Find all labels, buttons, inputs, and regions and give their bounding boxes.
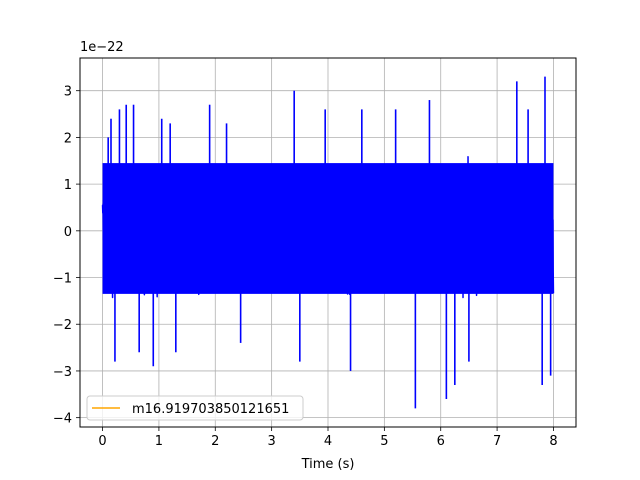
y-tick-label: −1 <box>53 272 72 287</box>
x-axis-ticks: 0 1 2 3 4 5 6 7 8 <box>98 427 558 449</box>
y-axis-ticks: −4 −3 −2 −1 0 1 2 3 <box>53 85 80 427</box>
x-tick-label: 0 <box>98 434 106 449</box>
y-tick-label: 1 <box>64 178 72 193</box>
signal-core-band <box>102 163 554 294</box>
y-offset-label: 1e−22 <box>80 40 124 55</box>
legend: m16.919703850121651 <box>86 395 304 421</box>
y-tick-label: −4 <box>53 412 72 427</box>
x-tick-label: 7 <box>493 434 501 449</box>
x-tick-label: 5 <box>380 434 388 449</box>
x-tick-label: 1 <box>155 434 163 449</box>
x-tick-label: 3 <box>267 434 275 449</box>
y-tick-label: −2 <box>53 318 72 333</box>
x-tick-label: 4 <box>324 434 332 449</box>
signal-series <box>101 156 555 299</box>
y-tick-label: 0 <box>64 225 72 240</box>
x-tick-label: 6 <box>437 434 445 449</box>
x-tick-label: 8 <box>549 434 557 449</box>
legend-label: m16.919703850121651 <box>132 402 289 417</box>
y-tick-label: 2 <box>64 131 72 146</box>
x-tick-label: 2 <box>211 434 219 449</box>
legend-box <box>86 395 304 421</box>
y-tick-label: −3 <box>53 365 72 380</box>
y-tick-label: 3 <box>64 85 72 100</box>
signal-spikes <box>107 76 552 409</box>
x-axis-label: Time (s) <box>301 457 355 472</box>
